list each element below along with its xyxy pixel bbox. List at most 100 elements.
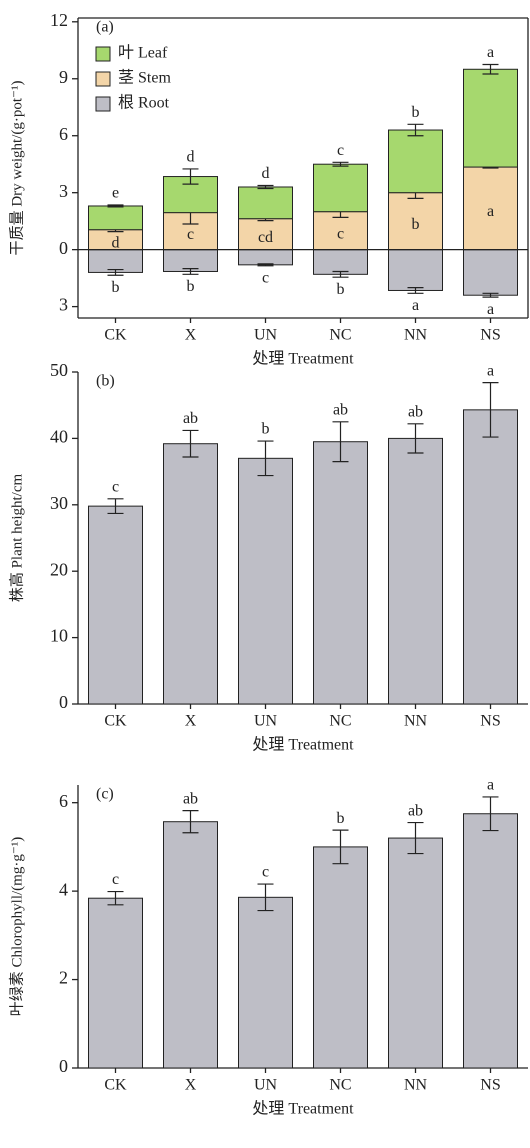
bar: [313, 846, 368, 1069]
bar: [238, 457, 293, 705]
legend-swatch: [95, 96, 111, 112]
y-tick-label: 40: [50, 427, 68, 447]
bar-segment: [313, 249, 368, 275]
x-tick-label: NC: [329, 327, 351, 344]
error-bar: [182, 168, 199, 185]
y-tick-label: 9: [59, 67, 68, 87]
x-tick-label: NC: [329, 1077, 351, 1094]
significance-letter: d: [187, 149, 195, 166]
y-tick-label: 6: [59, 791, 68, 811]
error-bar: [182, 810, 199, 834]
bar-segment: [238, 249, 293, 266]
y-axis-label: 株高 Plant height/cm: [8, 474, 25, 603]
significance-letter: ab: [408, 403, 423, 420]
error-bar: [257, 440, 274, 477]
bar: [463, 409, 518, 705]
x-tick-label: NC: [329, 713, 351, 730]
significance-letter: a: [487, 777, 494, 794]
significance-letter: b: [187, 278, 195, 295]
error-bar: [107, 498, 124, 515]
error-bar: [332, 270, 349, 278]
bar: [388, 437, 443, 705]
significance-letter: c: [112, 478, 119, 495]
legend-label: 叶 Leaf: [118, 44, 168, 62]
significance-letter: c: [112, 871, 119, 888]
panel-label: (b): [96, 373, 115, 390]
error-bar: [482, 796, 499, 832]
panel-label: (a): [96, 19, 114, 36]
error-bar: [482, 63, 499, 75]
significance-letter: a: [487, 301, 494, 318]
bar: [163, 443, 218, 705]
legend-label: 茎 Stem: [118, 69, 171, 87]
error-bar: [407, 423, 424, 454]
significance-letter: b: [412, 104, 420, 121]
significance-letter: c: [337, 225, 344, 242]
bar-segment: [463, 249, 518, 296]
y-axis-label: 干质量 Dry weight/(g·pot⁻¹): [8, 81, 25, 256]
y-tick-label: 10: [50, 626, 68, 646]
significance-letter: ab: [183, 790, 198, 807]
error-bar: [107, 204, 124, 208]
x-tick-label: CK: [104, 327, 127, 344]
error-bar: [107, 268, 124, 276]
x-tick-label: NS: [480, 1077, 500, 1094]
y-tick-label: 2: [59, 968, 68, 988]
bar-segment: [313, 211, 368, 251]
bar: [163, 821, 218, 1069]
bar-segment: [388, 129, 443, 194]
significance-letter: d: [112, 234, 120, 251]
significance-letter: c: [262, 269, 269, 286]
error-bar: [182, 268, 199, 275]
bar: [88, 505, 143, 705]
significance-letter: b: [337, 281, 345, 298]
legend-swatch: [95, 46, 111, 62]
legend-label: 根 Root: [118, 94, 170, 112]
y-tick-label: 3: [59, 181, 68, 201]
significance-letter: cd: [258, 229, 273, 246]
significance-letter: a: [487, 44, 494, 61]
y-tick-label: 50: [50, 360, 68, 380]
error-bar: [257, 883, 274, 912]
significance-letter: a: [487, 362, 494, 379]
significance-letter: ab: [333, 401, 348, 418]
x-tick-label: NS: [480, 713, 500, 730]
significance-letter: a: [487, 203, 494, 220]
significance-letter: c: [262, 864, 269, 881]
significance-letter: b: [412, 216, 420, 233]
error-bar: [332, 161, 349, 167]
bar: [388, 837, 443, 1069]
x-tick-label: NN: [404, 713, 428, 730]
error-bar: [257, 263, 274, 267]
bar-segment: [88, 205, 143, 231]
significance-letter: d: [262, 165, 270, 182]
y-tick-label: 3: [59, 295, 68, 315]
y-tick-label: 30: [50, 493, 68, 513]
legend-swatch: [95, 71, 111, 87]
error-bar: [332, 829, 349, 865]
panel-label: (c): [96, 786, 114, 803]
y-tick-label: 0: [59, 692, 68, 712]
significance-letter: b: [262, 421, 270, 438]
x-tick-label: X: [185, 1077, 197, 1094]
bar-segment: [238, 218, 293, 251]
bar-segment: [463, 166, 518, 251]
significance-letter: e: [112, 185, 119, 202]
x-tick-label: UN: [254, 327, 278, 344]
x-tick-label: X: [185, 713, 197, 730]
x-tick-label: NN: [404, 327, 428, 344]
bar-segment: [313, 163, 368, 213]
error-bar: [482, 292, 499, 298]
significance-letter: b: [112, 279, 120, 296]
error-bar: [482, 382, 499, 438]
significance-letter: c: [337, 142, 344, 159]
x-axis-label: 处理 Treatment: [252, 736, 354, 754]
y-axis-label: 叶绿素 Chlorophyll/(mg·g⁻¹): [8, 837, 25, 1017]
x-axis-label: 处理 Treatment: [252, 1100, 354, 1118]
x-tick-label: CK: [104, 713, 127, 730]
bar-segment: [463, 68, 518, 168]
x-axis-label: 处理 Treatment: [252, 350, 354, 368]
x-tick-label: CK: [104, 1077, 127, 1094]
error-bar: [107, 890, 124, 906]
y-tick-label: 12: [50, 10, 68, 30]
